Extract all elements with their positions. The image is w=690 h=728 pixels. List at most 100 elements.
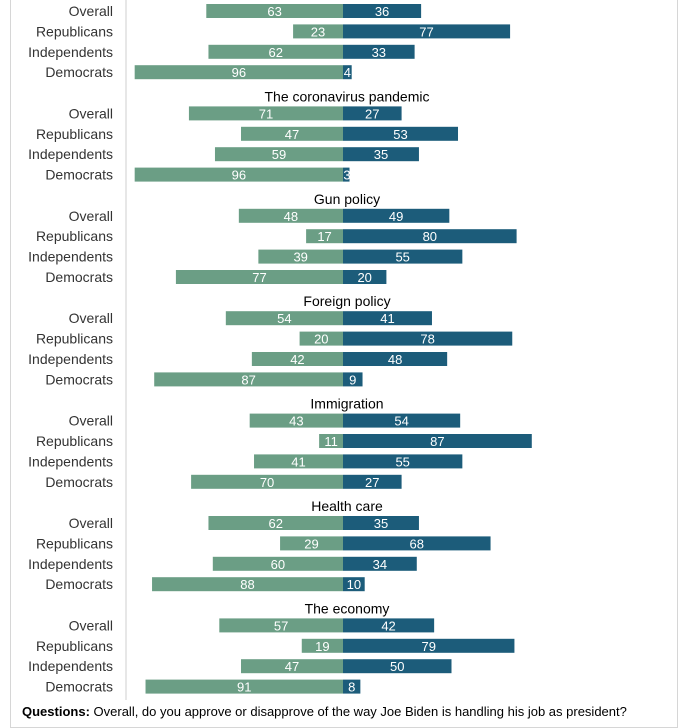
data-label-left: 60 xyxy=(271,557,285,572)
data-label-left: 19 xyxy=(315,639,329,654)
data-label-left: 59 xyxy=(272,147,286,162)
data-label-right: 36 xyxy=(375,4,389,19)
bar-right xyxy=(343,24,511,39)
bar-right xyxy=(343,474,402,489)
row-label: Democrats xyxy=(45,576,113,592)
data-label-right: 41 xyxy=(380,311,394,326)
bar-right xyxy=(343,679,361,694)
bar-right xyxy=(343,638,515,653)
bar-right xyxy=(343,577,365,592)
row-label: Independents xyxy=(28,351,113,367)
bar-right xyxy=(343,516,419,530)
data-label-right: 42 xyxy=(381,618,395,633)
panel-title: The economy xyxy=(305,600,390,616)
bar-right xyxy=(343,454,463,469)
data-label-right: 20 xyxy=(357,270,371,285)
row-label: Republicans xyxy=(36,23,113,39)
row-label: Republicans xyxy=(36,228,113,244)
data-label-right: 80 xyxy=(423,229,437,244)
data-label-left: 96 xyxy=(232,168,246,183)
data-label-right: 33 xyxy=(372,45,386,60)
bar-left xyxy=(152,577,343,592)
row-label: Republicans xyxy=(36,331,113,347)
data-label-left: 20 xyxy=(314,332,328,347)
row-label: Republicans xyxy=(36,126,113,142)
data-label-left: 57 xyxy=(274,618,288,633)
bar-right xyxy=(343,44,415,59)
data-label-right: 54 xyxy=(394,414,408,429)
bar-right xyxy=(343,126,459,141)
bar-right xyxy=(343,229,517,244)
bar-left xyxy=(301,638,343,653)
data-label-right: 3 xyxy=(343,168,350,183)
data-label-right: 53 xyxy=(393,127,407,142)
data-label-right: 49 xyxy=(389,209,403,224)
data-label-left: 62 xyxy=(268,45,282,60)
bar-left xyxy=(134,167,343,182)
data-label-left: 47 xyxy=(285,659,299,674)
data-label-left: 91 xyxy=(237,680,251,695)
bar-left xyxy=(280,536,343,551)
bar-right xyxy=(343,208,450,223)
row-label: Democrats xyxy=(45,269,113,285)
bar-left xyxy=(299,331,343,346)
bar-left xyxy=(191,474,343,489)
bar-right xyxy=(343,65,352,80)
row-label: Overall xyxy=(69,3,113,19)
data-label-right: 68 xyxy=(410,536,424,551)
data-label-left: 71 xyxy=(259,106,273,121)
data-label-left: 62 xyxy=(268,516,282,531)
footer-question: Overall, do you approve or disapprove of… xyxy=(93,704,627,719)
data-label-right: 55 xyxy=(395,454,409,469)
footer-label: Questions: xyxy=(22,704,90,719)
data-label-left: 43 xyxy=(289,414,303,429)
data-label-right: 87 xyxy=(430,434,444,449)
row-label: Independents xyxy=(28,453,113,469)
row-label: Independents xyxy=(28,249,113,265)
panel-title: Immigration xyxy=(310,396,383,412)
data-label-right: 34 xyxy=(373,557,387,572)
data-label-left: 41 xyxy=(291,454,305,469)
bar-right xyxy=(343,352,448,366)
data-label-right: 35 xyxy=(374,516,388,531)
bar-right xyxy=(343,249,463,264)
bar-left xyxy=(212,556,343,571)
bar-left xyxy=(241,126,343,141)
row-label: Republicans xyxy=(36,433,113,449)
data-label-right: 35 xyxy=(374,147,388,162)
row-label: Democrats xyxy=(45,167,113,183)
panel-title: The coronavirus pandemic xyxy=(265,88,430,104)
row-label: Independents xyxy=(28,658,113,674)
row-label: Democrats xyxy=(45,679,113,695)
bar-right xyxy=(343,167,350,182)
bar-left xyxy=(208,516,343,530)
bar-left xyxy=(134,65,343,80)
bar-left xyxy=(306,229,343,244)
bar-left xyxy=(254,454,343,469)
row-label: Overall xyxy=(69,413,113,429)
panel-title: Health care xyxy=(311,498,383,514)
data-label-left: 29 xyxy=(304,536,318,551)
bar-left xyxy=(258,249,343,264)
data-label-right: 77 xyxy=(419,24,433,39)
bar-right xyxy=(343,618,435,633)
bar-left xyxy=(154,372,343,387)
bar-right xyxy=(343,413,461,428)
data-label-right: 50 xyxy=(390,659,404,674)
data-label-left: 87 xyxy=(241,372,255,387)
bar-right xyxy=(343,536,491,551)
bar-left xyxy=(251,352,343,366)
data-label-left: 48 xyxy=(284,209,298,224)
data-label-left: 39 xyxy=(293,250,307,265)
row-label: Independents xyxy=(28,146,113,162)
bar-right xyxy=(343,434,532,448)
panel-title: Gun policy xyxy=(314,191,380,207)
row-label: Democrats xyxy=(45,474,113,490)
data-label-left: 96 xyxy=(232,65,246,80)
data-label-left: 17 xyxy=(317,229,331,244)
data-label-right: 27 xyxy=(365,106,379,121)
bar-right xyxy=(343,270,387,284)
bar-right xyxy=(343,147,419,162)
bar-right xyxy=(343,311,432,326)
bar-left xyxy=(188,106,343,121)
